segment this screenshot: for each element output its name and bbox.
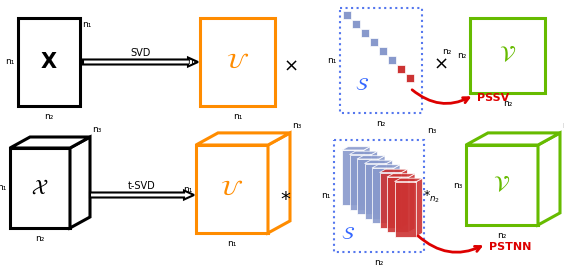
Polygon shape [372, 165, 400, 168]
Bar [18, 18, 80, 106]
Text: n₂: n₂ [497, 231, 506, 240]
Bar [200, 18, 275, 106]
Polygon shape [387, 174, 415, 177]
Polygon shape [350, 151, 377, 155]
Text: n₂: n₂ [457, 51, 467, 60]
Polygon shape [394, 178, 422, 181]
Polygon shape [372, 151, 377, 210]
Polygon shape [409, 174, 415, 232]
Text: SVD: SVD [130, 48, 151, 58]
Polygon shape [196, 133, 290, 145]
Polygon shape [342, 150, 364, 205]
Polygon shape [357, 156, 385, 159]
Text: n₂: n₂ [503, 99, 512, 108]
FancyArrow shape [83, 57, 198, 66]
Text: n₂: n₂ [45, 112, 54, 121]
Bar [334, 140, 424, 252]
Text: PSSV: PSSV [477, 93, 509, 103]
Bar [352, 20, 360, 28]
Polygon shape [196, 145, 268, 233]
Text: n₁: n₁ [233, 112, 242, 121]
Text: n₂: n₂ [374, 258, 384, 266]
Polygon shape [70, 137, 90, 228]
Polygon shape [10, 137, 90, 148]
Bar [340, 8, 422, 113]
Polygon shape [380, 172, 402, 227]
Polygon shape [350, 155, 372, 210]
Text: $\mathcal{V}$: $\mathcal{V}$ [494, 175, 510, 195]
Text: n₃: n₃ [562, 121, 564, 130]
Text: $\times$: $\times$ [433, 55, 447, 73]
Text: n₂: n₂ [442, 48, 451, 56]
Polygon shape [342, 147, 370, 150]
Polygon shape [538, 133, 560, 225]
Text: n₁: n₁ [82, 20, 91, 29]
Text: n₂: n₂ [36, 234, 45, 243]
Text: n₁: n₁ [6, 57, 15, 66]
Polygon shape [372, 168, 394, 223]
Polygon shape [466, 133, 560, 145]
Text: n₃: n₃ [453, 181, 463, 189]
Bar [361, 29, 369, 37]
Bar [397, 65, 405, 73]
Polygon shape [386, 160, 393, 218]
Bar [343, 11, 351, 19]
Text: $\mathcal{V}$: $\mathcal{V}$ [499, 45, 516, 65]
Text: n₁: n₁ [184, 185, 193, 193]
Polygon shape [402, 169, 408, 227]
Bar [470, 18, 545, 93]
Text: $\mathcal{S}$: $\mathcal{S}$ [341, 225, 355, 243]
Text: n₃: n₃ [92, 125, 102, 134]
Polygon shape [357, 159, 379, 214]
Polygon shape [394, 181, 416, 236]
Text: $\mathcal{U}$: $\mathcal{U}$ [221, 179, 244, 199]
Text: n₃: n₃ [292, 121, 301, 130]
FancyArrow shape [90, 190, 194, 200]
Polygon shape [364, 164, 386, 218]
Text: n₃: n₃ [427, 126, 437, 135]
Text: n₁: n₁ [188, 57, 197, 66]
Polygon shape [394, 165, 400, 223]
Text: $\mathcal{S}$: $\mathcal{S}$ [355, 76, 369, 94]
Polygon shape [10, 148, 70, 228]
Polygon shape [466, 145, 538, 225]
Text: $*_{n_2}$: $*_{n_2}$ [424, 189, 440, 205]
Text: $\mathcal{X}$: $\mathcal{X}$ [32, 178, 49, 198]
Text: PSTNN: PSTNN [489, 242, 531, 252]
Bar [406, 74, 414, 82]
Polygon shape [379, 156, 385, 214]
Text: n₁: n₁ [0, 184, 7, 193]
Bar [388, 56, 396, 64]
Polygon shape [387, 177, 409, 232]
Polygon shape [364, 160, 393, 164]
Polygon shape [416, 178, 422, 236]
Text: n₁: n₁ [328, 56, 337, 65]
Text: $\times$: $\times$ [283, 57, 297, 75]
Text: n₁: n₁ [227, 239, 237, 248]
Text: n₁: n₁ [321, 192, 331, 201]
Polygon shape [380, 169, 408, 172]
Text: $*$: $*$ [280, 188, 292, 206]
Text: n₂: n₂ [376, 119, 386, 128]
Text: $\mathcal{U}$: $\mathcal{U}$ [226, 52, 249, 72]
Polygon shape [268, 133, 290, 233]
Text: t-SVD: t-SVD [128, 181, 156, 191]
Bar [370, 38, 378, 46]
Polygon shape [364, 147, 370, 205]
Bar [379, 47, 387, 55]
Text: $\mathbf{X}$: $\mathbf{X}$ [40, 52, 58, 72]
